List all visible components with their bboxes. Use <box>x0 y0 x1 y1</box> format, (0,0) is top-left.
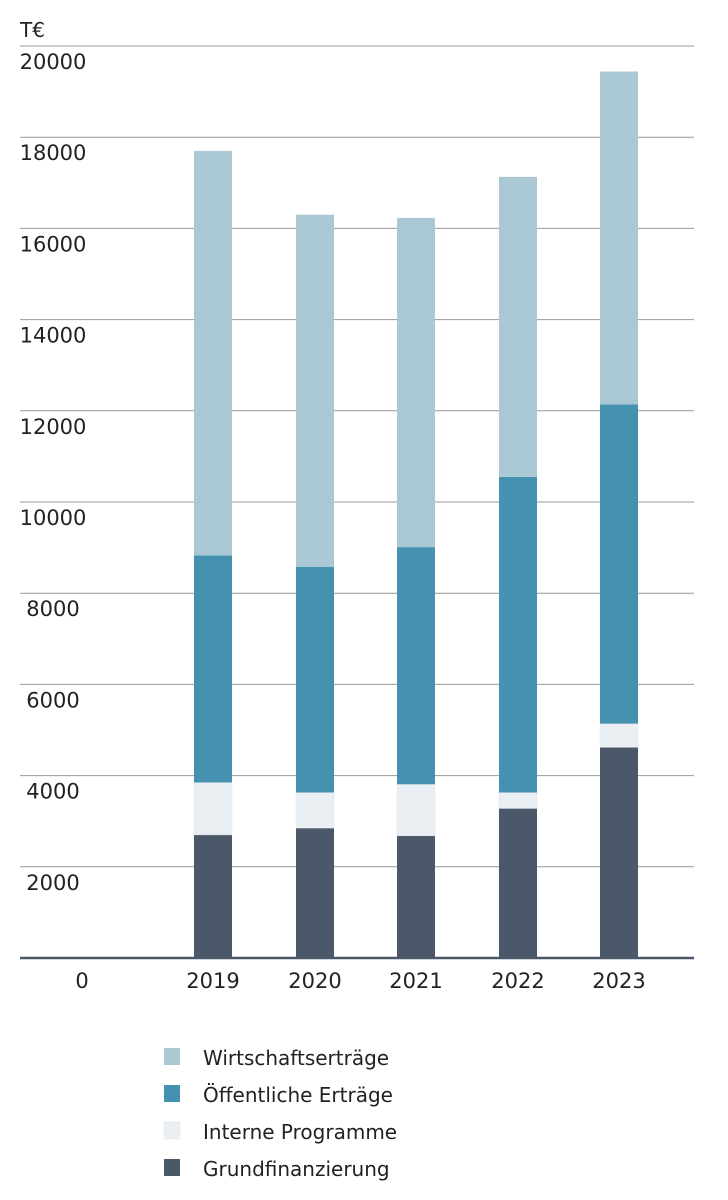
gridlines <box>20 45 694 868</box>
y-tick-label: 18000 <box>20 141 87 165</box>
bar-segment <box>194 150 232 556</box>
bar-segment <box>194 834 232 958</box>
y-unit-label: T€ <box>19 18 45 42</box>
x-tick-label: 2022 <box>491 969 544 993</box>
bar-segment <box>296 214 334 567</box>
y-tick-label: 10000 <box>20 506 87 530</box>
y-tick-label: 12000 <box>20 415 87 439</box>
bar-segment <box>600 747 638 958</box>
y-tick-label: 6000 <box>26 688 79 712</box>
x-tick-label: 2021 <box>389 969 442 993</box>
x-tick-labels: 2019 2020 2021 2022 2023 <box>186 969 645 993</box>
bar-segment <box>499 808 537 958</box>
bar-segment <box>296 828 334 958</box>
bar-segment <box>499 176 537 477</box>
bar-segment <box>194 555 232 783</box>
y-tick-label: 8000 <box>26 597 79 621</box>
x-tick-label: 2020 <box>288 969 341 993</box>
x-tick-label: 2019 <box>186 969 239 993</box>
bar-segment <box>499 476 537 793</box>
bar-segment <box>397 217 435 548</box>
y-tick-label: 2000 <box>26 871 79 895</box>
y-tick-label: 16000 <box>20 232 87 256</box>
bar-segment <box>599 723 639 748</box>
bar-segment <box>498 792 538 809</box>
y-tick-label: 0 <box>75 969 88 993</box>
bar-segment <box>600 404 638 724</box>
bar-segment <box>396 784 436 837</box>
bar-segment <box>295 792 335 829</box>
legend-label: Grundfinanzierung <box>203 1157 390 1181</box>
bar-segment <box>397 547 435 785</box>
y-tick-label: 20000 <box>20 50 87 74</box>
legend-label: Wirtschaftserträge <box>203 1046 389 1070</box>
legend-swatch <box>164 1048 180 1065</box>
bars <box>193 71 639 958</box>
legend-swatch <box>164 1085 180 1102</box>
legend-label: Öffentliche Erträge <box>203 1083 393 1107</box>
bar-segment <box>193 782 233 836</box>
bar-segment <box>397 835 435 958</box>
bar-segment <box>600 71 638 405</box>
legend-swatch <box>164 1159 180 1176</box>
y-tick-labels: 2000018000160001400012000100008000600040… <box>20 50 89 993</box>
legend-label: Interne Programme <box>203 1120 397 1144</box>
legend-swatch <box>163 1121 181 1140</box>
legend: Wirtschaftserträge Öffentliche Erträge Int… <box>163 1046 397 1181</box>
bar-segment <box>296 566 334 793</box>
x-tick-label: 2023 <box>592 969 645 993</box>
y-tick-label: 14000 <box>20 324 87 348</box>
y-tick-label: 4000 <box>26 780 79 804</box>
